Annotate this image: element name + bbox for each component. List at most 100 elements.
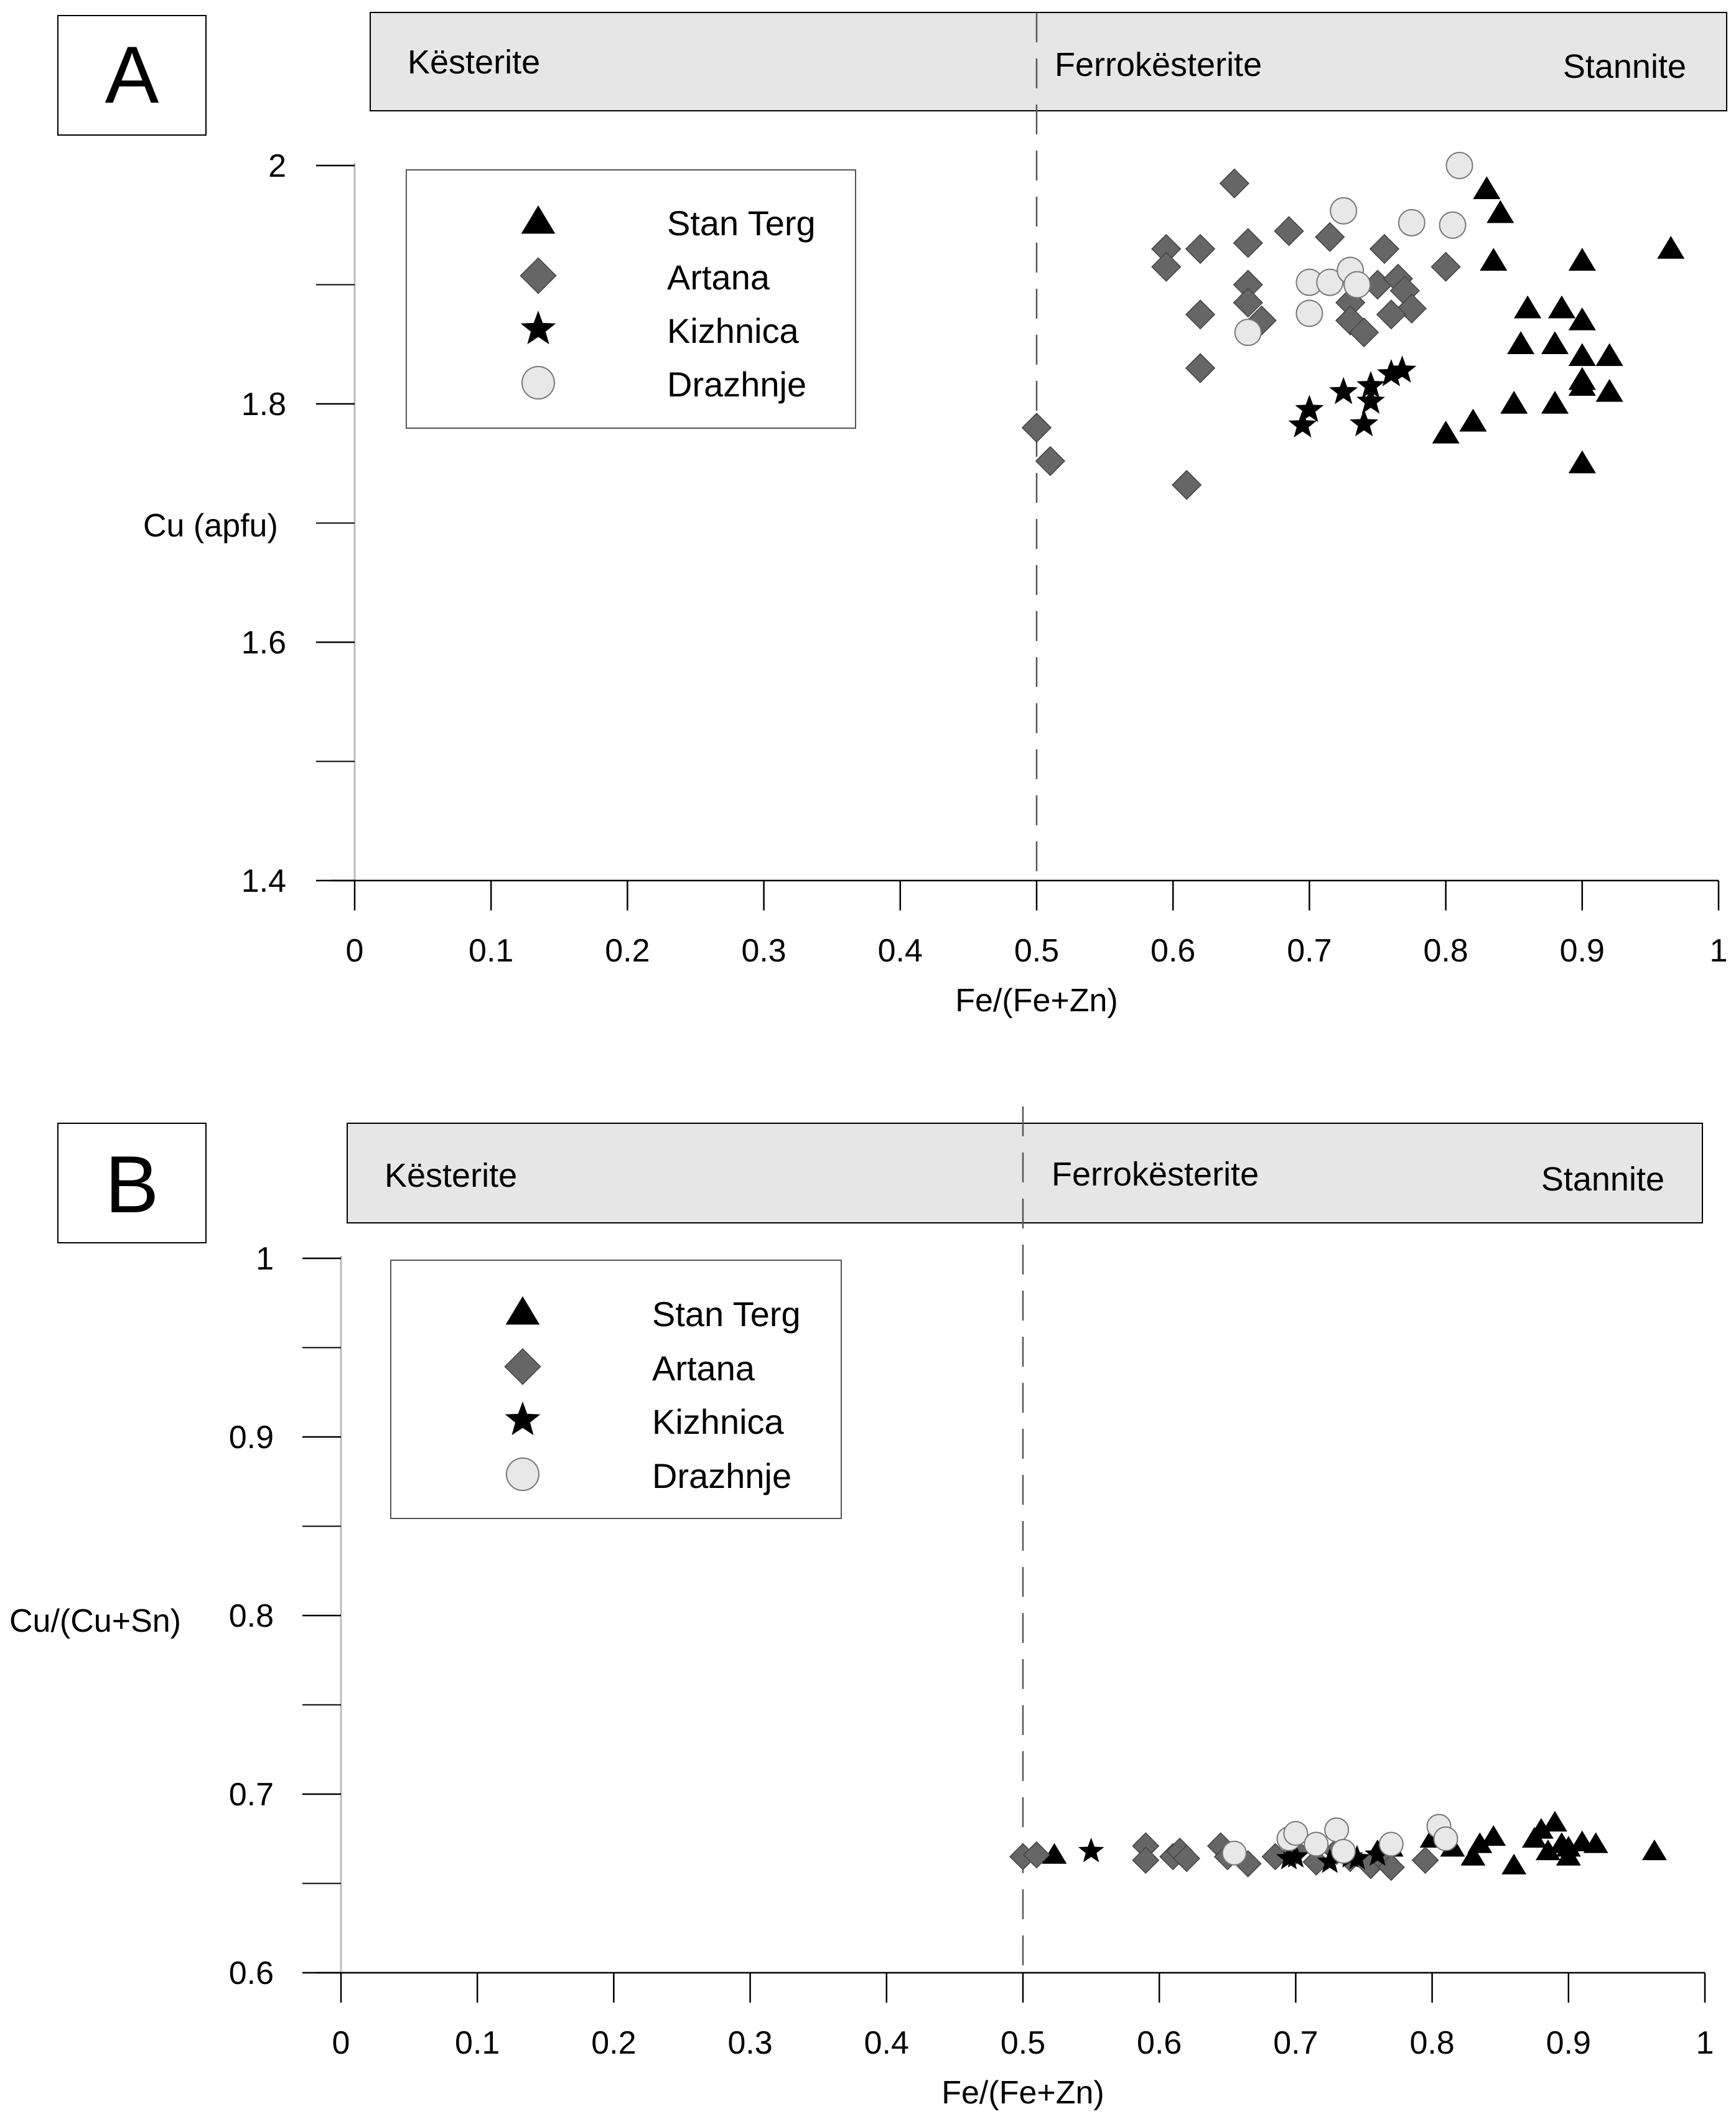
legend-artana-label: Artana <box>667 258 770 297</box>
x-tick-label: 0.5 <box>1014 933 1059 969</box>
legend-artana-marker <box>504 1348 541 1385</box>
data-point-artana <box>1430 251 1461 282</box>
legend-kizhnica-label: Kizhnica <box>667 311 800 350</box>
data-point-stan-terg <box>1514 295 1542 319</box>
x-tick-label: 0.7 <box>1273 2025 1318 2061</box>
series-kizhnica <box>1288 355 1417 437</box>
data-point-artana <box>1185 353 1216 383</box>
x-tick-label: 0.9 <box>1546 2025 1591 2061</box>
y-tick-label: 0.6 <box>229 1955 274 1991</box>
x-tick-label: 0.4 <box>864 2025 909 2061</box>
data-point-drazhnje <box>1445 152 1473 179</box>
x-tick-label: 0 <box>332 2025 350 2061</box>
data-point-stan-terg <box>1595 343 1623 367</box>
panel-label: B <box>105 1139 159 1230</box>
data-point-artana <box>1274 216 1304 246</box>
zone-label-stannite: Stannite <box>1563 48 1686 85</box>
data-point-drazhnje <box>1295 299 1323 327</box>
panel-label-box <box>57 1123 207 1243</box>
data-point-artana <box>1315 222 1345 253</box>
data-point-stan-terg <box>1460 1845 1486 1866</box>
y-tick-label: 1.8 <box>241 386 286 423</box>
data-point-kizhnica <box>1356 371 1385 398</box>
x-tick-label: 0.3 <box>727 2025 772 2061</box>
x-tick-label: 0.6 <box>1150 933 1195 969</box>
data-point-stan-terg <box>1556 1836 1581 1857</box>
data-point-stan-terg <box>1535 1839 1561 1861</box>
data-point-stan-terg <box>1467 1832 1493 1853</box>
data-point-artana <box>1022 1841 1050 1869</box>
legend-artana-label: Artana <box>652 1349 755 1388</box>
data-point-artana <box>1369 233 1400 264</box>
x-tick-label: 0.7 <box>1287 933 1332 969</box>
legend-drazhnje-label: Drazhnje <box>667 365 806 404</box>
data-point-artana <box>1035 446 1066 477</box>
data-point-artana <box>1132 1846 1160 1874</box>
legend-stan-terg-marker <box>505 1296 540 1325</box>
data-point-stan-terg <box>1486 200 1514 223</box>
zone-label-kesterite: Kësterite <box>408 44 540 81</box>
data-point-stan-terg <box>1568 343 1596 367</box>
x-tick-label: 0.8 <box>1409 2025 1454 2061</box>
data-point-stan-terg <box>1542 1810 1567 1832</box>
data-point-artana <box>1173 1845 1201 1873</box>
data-point-drazhnje <box>1330 197 1358 225</box>
legend-stan-terg-label: Stan Terg <box>652 1294 801 1334</box>
panel-a: A Kësterite Ferrokësterite Stannite 0 0.1 0.2 0… <box>57 12 1728 1019</box>
x-tick-label: 0.1 <box>469 933 513 969</box>
legend-kizhnica-marker <box>520 311 556 345</box>
x-tick-label: 0.9 <box>1560 933 1605 969</box>
data-point-artana <box>1233 228 1263 258</box>
data-point-kizhnica <box>1377 359 1406 386</box>
zone-label-ferrokesterite: Ferrokësterite <box>1055 46 1262 83</box>
data-point-kizhnica <box>1356 386 1385 414</box>
data-point-kizhnica <box>1350 409 1378 437</box>
y-tick-label: 0.7 <box>229 1777 274 1813</box>
data-point-stan-terg <box>1042 1843 1067 1864</box>
x-axis-label: Fe/(Fe+Zn) <box>941 2075 1104 2111</box>
data-point-drazhnje <box>1378 1831 1404 1857</box>
x-tick-label: 0.8 <box>1423 933 1468 969</box>
data-point-stan-terg <box>1459 408 1487 432</box>
x-tick-label: 0.1 <box>455 2025 500 2061</box>
data-point-drazhnje <box>1324 1817 1350 1843</box>
y-tick-label: 1.6 <box>241 625 286 661</box>
data-point-drazhnje <box>1304 1831 1329 1857</box>
y-tick-label: 0.9 <box>229 1419 274 1456</box>
legend-kizhnica-marker <box>505 1401 541 1436</box>
data-point-artana <box>1219 168 1250 199</box>
data-point-kizhnica <box>1388 355 1417 383</box>
data-point-stan-terg <box>1529 1818 1554 1839</box>
panel-label: A <box>105 29 159 120</box>
legend-box <box>406 169 856 429</box>
data-point-stan-terg <box>1481 1825 1506 1846</box>
data-point-stan-terg <box>1568 248 1596 271</box>
data-point-kizhnica <box>1317 1848 1343 1873</box>
data-point-stan-terg <box>1568 373 1596 396</box>
series-stan-terg <box>1432 176 1685 474</box>
data-point-stan-terg <box>1501 1853 1527 1875</box>
data-point-stan-terg <box>1432 420 1460 444</box>
data-point-stan-terg <box>1480 248 1508 271</box>
x-tick-label: 0.2 <box>591 2025 636 2061</box>
panel-label-box <box>57 15 207 136</box>
zone-label-ferrokesterite: Ferrokësterite <box>1052 1156 1259 1193</box>
x-tick-label: 0.4 <box>878 933 923 969</box>
data-point-artana <box>1151 251 1182 282</box>
data-point-artana <box>1233 288 1263 318</box>
data-point-kizhnica <box>1329 376 1358 405</box>
zone-label-stannite: Stannite <box>1541 1161 1664 1198</box>
data-point-stan-terg <box>1541 331 1569 354</box>
y-tick-label: 2 <box>268 148 286 184</box>
data-point-stan-terg <box>1507 331 1535 354</box>
data-point-stan-terg <box>1583 1832 1608 1853</box>
panel-b: B Kësterite Ferrokësterite Stannite 0 0.1 0.2 0… <box>9 1106 1714 2111</box>
x-tick-label: 1 <box>1710 933 1728 969</box>
data-point-drazhnje <box>1221 1840 1247 1866</box>
legend-drazhnje-marker <box>506 1457 539 1491</box>
x-tick-label: 0.2 <box>605 933 650 969</box>
series-drazhnje <box>1221 1813 1458 1866</box>
x-tick-label: 0 <box>346 933 364 969</box>
data-point-drazhnje <box>1283 1821 1309 1846</box>
